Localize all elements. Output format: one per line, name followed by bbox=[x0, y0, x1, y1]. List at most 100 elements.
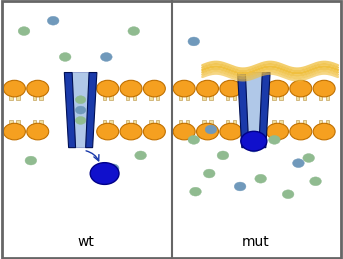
Circle shape bbox=[282, 190, 294, 199]
Text: mut: mut bbox=[242, 235, 269, 249]
Bar bbox=[133, 89, 136, 100]
Bar bbox=[226, 89, 229, 100]
Circle shape bbox=[143, 80, 165, 97]
Bar bbox=[202, 89, 206, 100]
Circle shape bbox=[143, 123, 165, 140]
Circle shape bbox=[248, 143, 260, 152]
Bar bbox=[149, 89, 153, 100]
Bar bbox=[179, 89, 182, 100]
Circle shape bbox=[107, 164, 119, 173]
Circle shape bbox=[313, 123, 335, 140]
Bar bbox=[133, 120, 136, 131]
Circle shape bbox=[27, 123, 49, 140]
Circle shape bbox=[234, 182, 246, 191]
Circle shape bbox=[303, 154, 315, 162]
Circle shape bbox=[293, 159, 304, 168]
Circle shape bbox=[197, 123, 218, 140]
Circle shape bbox=[25, 156, 37, 165]
Circle shape bbox=[135, 151, 146, 160]
Circle shape bbox=[3, 123, 25, 140]
Circle shape bbox=[269, 135, 280, 144]
Circle shape bbox=[97, 80, 119, 97]
Bar bbox=[272, 89, 276, 100]
Bar bbox=[209, 89, 213, 100]
Bar bbox=[149, 120, 153, 131]
Bar bbox=[156, 120, 159, 131]
Bar bbox=[209, 120, 213, 131]
Bar bbox=[233, 120, 236, 131]
Bar bbox=[279, 89, 283, 100]
Bar bbox=[233, 89, 236, 100]
Bar bbox=[296, 120, 299, 131]
Circle shape bbox=[313, 80, 335, 97]
Bar bbox=[16, 120, 20, 131]
Circle shape bbox=[173, 80, 195, 97]
Polygon shape bbox=[237, 73, 249, 148]
Bar bbox=[9, 120, 13, 131]
Bar bbox=[103, 120, 106, 131]
Bar bbox=[279, 120, 283, 131]
Circle shape bbox=[188, 135, 200, 144]
Circle shape bbox=[173, 123, 195, 140]
Circle shape bbox=[75, 106, 86, 114]
Circle shape bbox=[241, 131, 267, 151]
Circle shape bbox=[255, 174, 267, 183]
Bar bbox=[319, 89, 322, 100]
Circle shape bbox=[18, 27, 30, 35]
Circle shape bbox=[290, 80, 312, 97]
Circle shape bbox=[290, 123, 312, 140]
Circle shape bbox=[197, 80, 218, 97]
Bar bbox=[156, 89, 159, 100]
Polygon shape bbox=[64, 73, 75, 148]
Polygon shape bbox=[72, 73, 89, 148]
Circle shape bbox=[75, 117, 86, 124]
Circle shape bbox=[120, 123, 142, 140]
Bar bbox=[186, 89, 189, 100]
Bar bbox=[179, 120, 182, 131]
Polygon shape bbox=[245, 73, 262, 148]
Circle shape bbox=[100, 53, 112, 61]
Circle shape bbox=[203, 169, 215, 178]
Circle shape bbox=[75, 96, 86, 104]
Bar bbox=[202, 120, 206, 131]
Circle shape bbox=[205, 125, 217, 134]
Circle shape bbox=[59, 53, 71, 61]
Circle shape bbox=[267, 80, 288, 97]
Bar bbox=[109, 89, 113, 100]
Bar bbox=[33, 89, 36, 100]
Bar bbox=[319, 120, 322, 131]
Circle shape bbox=[27, 80, 49, 97]
Circle shape bbox=[190, 187, 201, 196]
Circle shape bbox=[310, 177, 321, 186]
Bar bbox=[39, 120, 43, 131]
Bar bbox=[16, 89, 20, 100]
Bar bbox=[303, 120, 306, 131]
Bar bbox=[109, 120, 113, 131]
Circle shape bbox=[120, 80, 142, 97]
Bar bbox=[126, 120, 129, 131]
Circle shape bbox=[217, 151, 229, 160]
Circle shape bbox=[267, 123, 288, 140]
Circle shape bbox=[128, 27, 140, 35]
Circle shape bbox=[220, 123, 242, 140]
Bar bbox=[226, 120, 229, 131]
Bar bbox=[186, 120, 189, 131]
Bar bbox=[303, 89, 306, 100]
Text: wt: wt bbox=[77, 235, 94, 249]
Bar bbox=[9, 89, 13, 100]
Bar bbox=[126, 89, 129, 100]
Circle shape bbox=[220, 80, 242, 97]
Bar bbox=[326, 120, 329, 131]
Polygon shape bbox=[86, 73, 97, 148]
Bar bbox=[33, 120, 36, 131]
Circle shape bbox=[47, 16, 59, 25]
Bar bbox=[103, 89, 106, 100]
Bar bbox=[39, 89, 43, 100]
Circle shape bbox=[3, 80, 25, 97]
Bar bbox=[296, 89, 299, 100]
Bar bbox=[326, 89, 329, 100]
Circle shape bbox=[90, 163, 119, 184]
Circle shape bbox=[97, 123, 119, 140]
Bar bbox=[272, 120, 276, 131]
Circle shape bbox=[188, 37, 200, 46]
